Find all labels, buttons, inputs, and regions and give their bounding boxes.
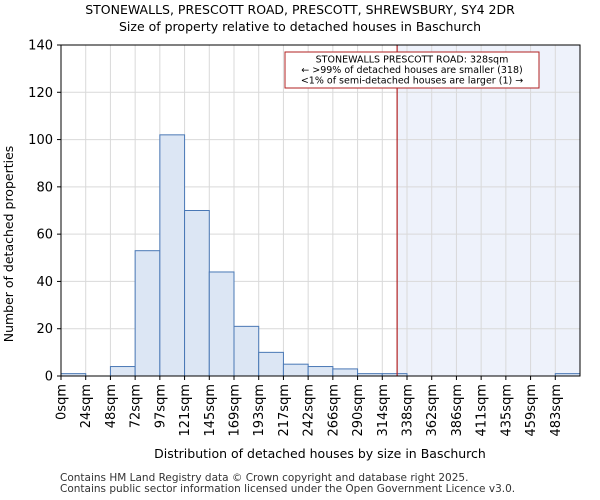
y-axis-label: Number of detached properties <box>1 146 16 343</box>
y-tick-label-140: 140 <box>28 39 53 54</box>
x-tick-label-24sqm: 24sqm <box>79 384 94 428</box>
bar-266sqm <box>332 368 359 377</box>
annotation-line-2: ← >99% of detached houses are smaller (3… <box>301 65 522 76</box>
annotation-line-3: <1% of semi-detached houses are larger (… <box>301 76 523 87</box>
x-tick-label-266sqm: 266sqm <box>326 384 341 437</box>
x-tick-label-411sqm: 411sqm <box>475 384 490 437</box>
x-tick-label-386sqm: 386sqm <box>450 384 465 437</box>
plot-area: 0 20 40 60 80 100 120 140 0sqm 24sqm 48sqm 72sqm 97s… <box>28 39 581 437</box>
x-tick-label-290sqm: 290sqm <box>351 384 366 437</box>
bar-121sqm <box>184 210 210 377</box>
y-tick-label-100: 100 <box>28 133 53 148</box>
x-tick-label-459sqm: 459sqm <box>524 384 539 437</box>
chart-title: STONEWALLS, PRESCOTT ROAD, PRESCOTT, SHR… <box>85 2 515 17</box>
x-tick-label-145sqm: 145sqm <box>203 384 218 437</box>
x-tick-label-121sqm: 121sqm <box>178 384 193 437</box>
x-tick-label-314sqm: 314sqm <box>376 384 391 437</box>
bar-169sqm <box>233 325 260 377</box>
histogram-chart: STONEWALLS, PRESCOTT ROAD, PRESCOTT, SHR… <box>1 2 581 461</box>
y-tick-label-20: 20 <box>36 322 53 337</box>
footer-line-2: Contains public sector information licen… <box>60 483 516 495</box>
footer: Contains HM Land Registry data © Crown c… <box>60 473 515 495</box>
highlight-region <box>397 45 580 376</box>
x-tick-label-217sqm: 217sqm <box>277 384 292 437</box>
bar-242sqm <box>307 366 334 377</box>
y-tick-label-120: 120 <box>28 86 53 101</box>
y-tick-label-80: 80 <box>36 180 53 195</box>
x-tick-label-48sqm: 48sqm <box>104 384 119 428</box>
x-tick-label-0sqm: 0sqm <box>55 384 70 420</box>
bar-217sqm <box>282 363 309 377</box>
annotation-line-1: STONEWALLS PRESCOTT ROAD: 328sqm <box>316 55 509 66</box>
x-tick-label-193sqm: 193sqm <box>252 384 267 437</box>
chart-subtitle: Size of property relative to detached ho… <box>119 19 481 34</box>
bar-145sqm <box>208 271 235 377</box>
bar-48sqm <box>109 366 136 377</box>
y-tick-label-40: 40 <box>36 275 53 290</box>
annotation-box <box>284 51 540 89</box>
x-tick-label-242sqm: 242sqm <box>302 384 317 437</box>
x-axis-label: Distribution of detached houses by size … <box>154 446 486 461</box>
bar-72sqm <box>134 250 161 377</box>
bar-97sqm <box>159 134 186 377</box>
x-tick-label-435sqm: 435sqm <box>499 384 514 437</box>
x-tick-label-338sqm: 338sqm <box>401 384 416 437</box>
y-tick-label-60: 60 <box>36 228 53 243</box>
y-tick-label-0: 0 <box>45 370 53 385</box>
x-tick-label-169sqm: 169sqm <box>228 384 243 437</box>
x-tick-label-362sqm: 362sqm <box>425 384 440 437</box>
x-tick-label-72sqm: 72sqm <box>129 384 144 428</box>
bar-193sqm <box>258 351 284 377</box>
plot-frame <box>60 44 581 377</box>
x-tick-label-483sqm: 483sqm <box>549 384 564 437</box>
footer-line-1: Contains HM Land Registry data © Crown c… <box>60 472 469 484</box>
x-tick-label-97sqm: 97sqm <box>153 384 168 428</box>
